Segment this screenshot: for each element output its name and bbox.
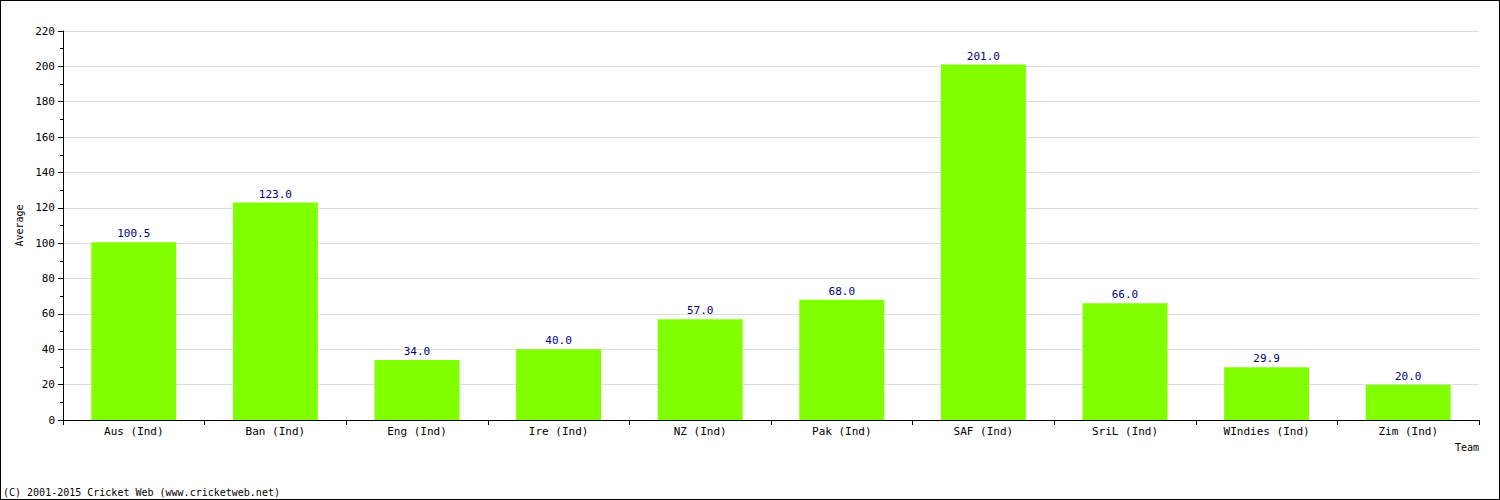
svg-text:Zim (Ind): Zim (Ind)	[1378, 425, 1438, 438]
svg-text:40.0: 40.0	[545, 334, 572, 347]
svg-text:120: 120	[35, 201, 55, 214]
svg-text:Eng (Ind): Eng (Ind)	[387, 425, 447, 438]
svg-text:80: 80	[42, 272, 55, 285]
svg-text:68.0: 68.0	[829, 285, 856, 298]
svg-text:20.0: 20.0	[1395, 370, 1422, 383]
svg-text:Aus (Ind): Aus (Ind)	[104, 425, 164, 438]
svg-text:Ire (Ind): Ire (Ind)	[529, 425, 589, 438]
svg-text:160: 160	[35, 131, 55, 144]
svg-text:34.0: 34.0	[404, 345, 431, 358]
svg-text:SAF (Ind): SAF (Ind)	[954, 425, 1014, 438]
svg-text:200: 200	[35, 60, 55, 73]
svg-text:60: 60	[42, 307, 55, 320]
svg-text:201.0: 201.0	[967, 50, 1000, 63]
svg-text:57.0: 57.0	[687, 304, 714, 317]
svg-text:Team: Team	[1455, 442, 1479, 453]
svg-text:40: 40	[42, 343, 55, 356]
svg-text:(C) 2001-2015 Cricket Web (www: (C) 2001-2015 Cricket Web (www.cricketwe…	[3, 487, 280, 498]
svg-text:123.0: 123.0	[259, 188, 292, 201]
svg-text:WIndies (Ind): WIndies (Ind)	[1224, 425, 1310, 438]
svg-text:0: 0	[48, 414, 55, 427]
svg-text:66.0: 66.0	[1112, 288, 1139, 301]
svg-text:100: 100	[35, 237, 55, 250]
svg-text:180: 180	[35, 95, 55, 108]
svg-text:100.5: 100.5	[117, 227, 150, 240]
svg-text:29.9: 29.9	[1253, 352, 1280, 365]
svg-text:NZ (Ind): NZ (Ind)	[674, 425, 727, 438]
svg-text:Ban (Ind): Ban (Ind)	[246, 425, 306, 438]
svg-text:Pak (Ind): Pak (Ind)	[812, 425, 872, 438]
svg-text:Average: Average	[14, 204, 25, 246]
svg-text:20: 20	[42, 378, 55, 391]
svg-text:220: 220	[35, 25, 55, 38]
svg-text:SriL (Ind): SriL (Ind)	[1092, 425, 1158, 438]
svg-text:140: 140	[35, 166, 55, 179]
